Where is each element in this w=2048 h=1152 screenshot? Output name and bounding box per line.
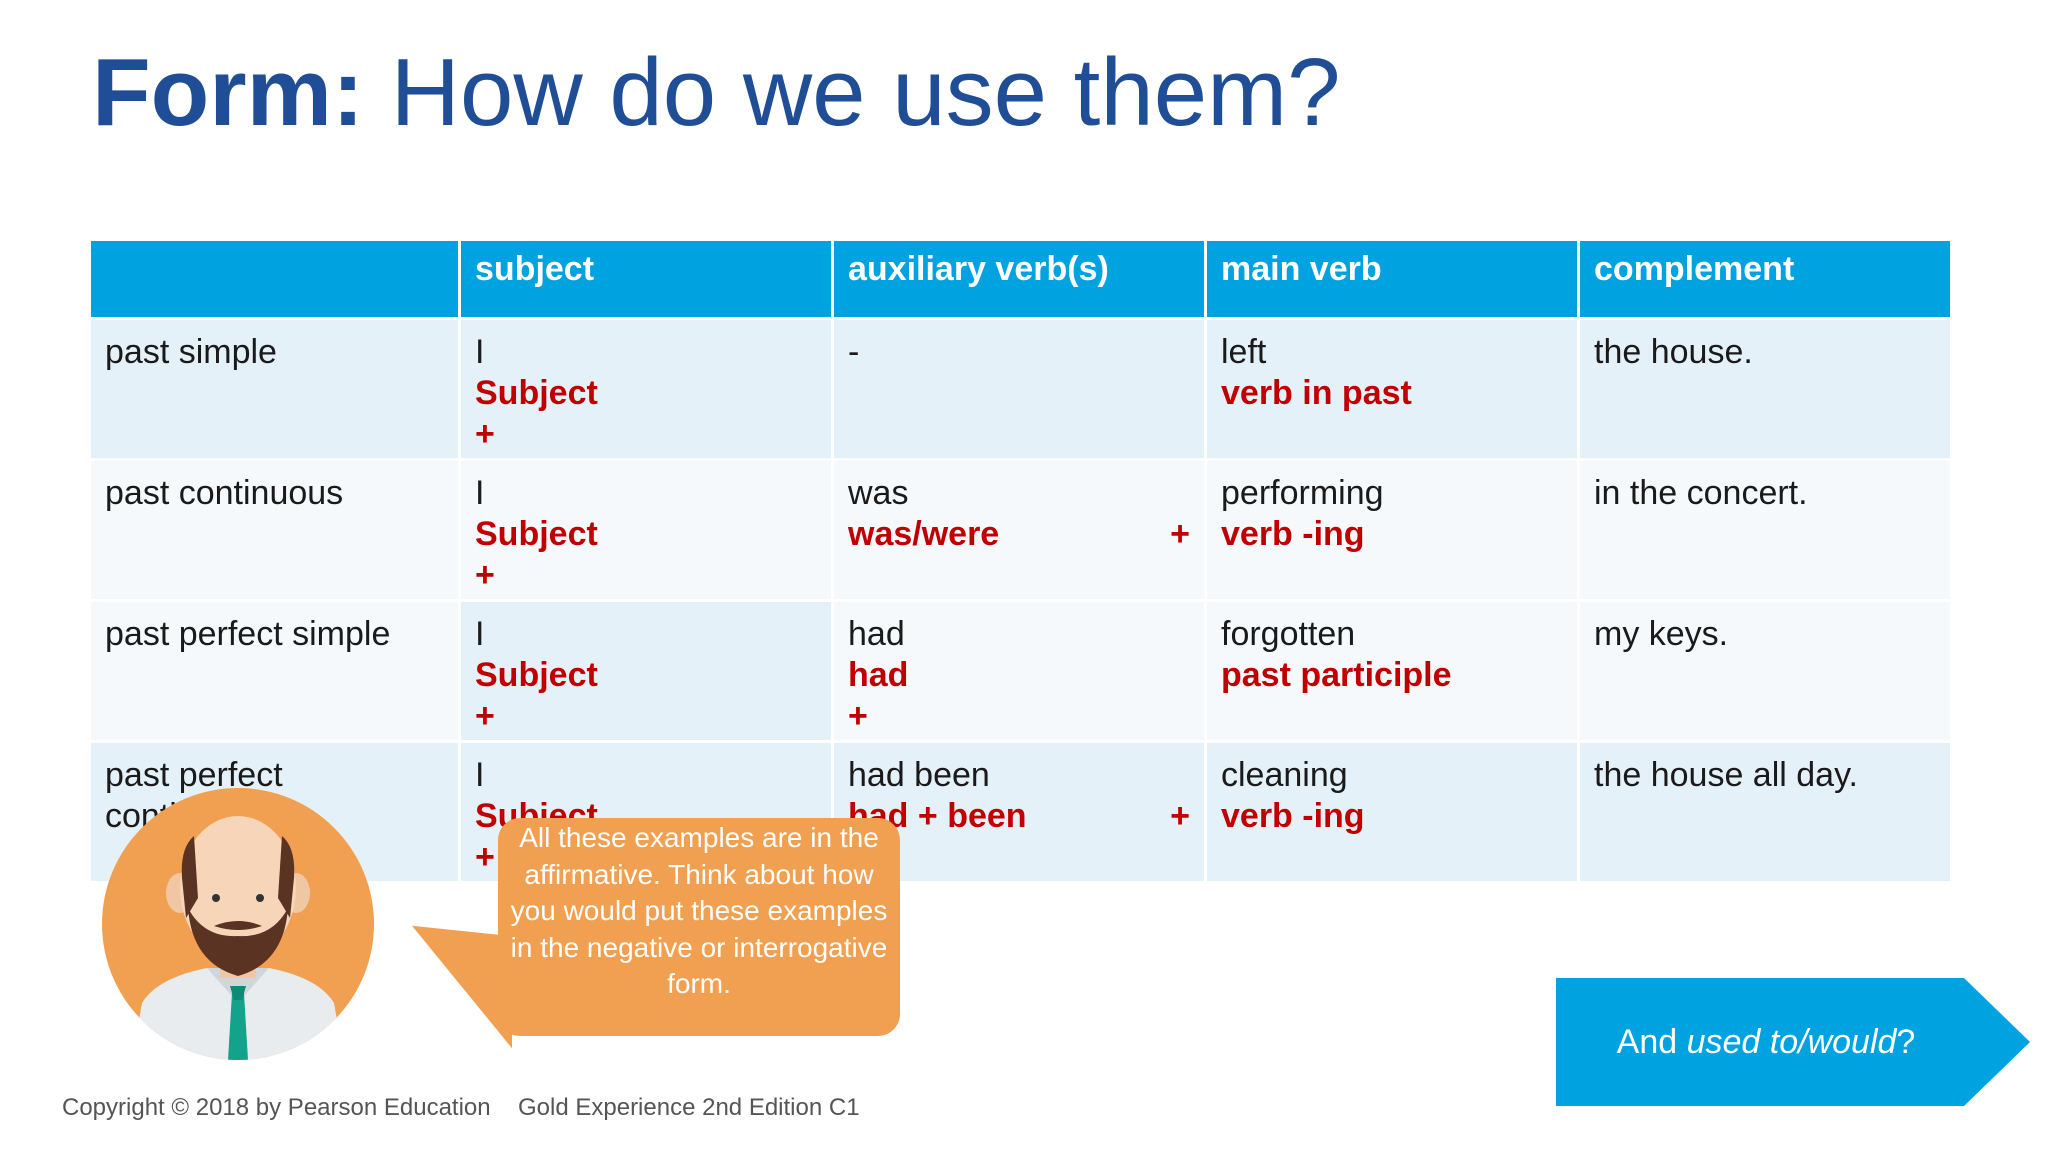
- main-example: left: [1221, 333, 1267, 371]
- aux-example: -: [848, 333, 860, 371]
- grammar-table: subject auxiliary verb(s) main verb comp…: [88, 238, 1953, 884]
- aux-pattern: had + been: [848, 797, 1027, 835]
- page-title: Form: How do we use them?: [92, 40, 1340, 146]
- subject-example: I: [475, 615, 485, 653]
- main-verb-cell: cleaning verb -ing: [1204, 740, 1580, 884]
- aux-cell: was was/were +: [831, 458, 1207, 602]
- main-verb-cell: performing verb -ing: [1204, 458, 1580, 602]
- header-subject: subject: [458, 238, 834, 320]
- plus-sign: +: [848, 697, 868, 735]
- speech-bubble: All these examples are in the affirmativ…: [498, 818, 900, 1036]
- complement-cell: my keys.: [1577, 599, 1953, 743]
- main-pattern: verb -ing: [1221, 515, 1365, 553]
- aux-example: had been: [848, 756, 990, 794]
- aux-cell: -: [831, 317, 1207, 461]
- tense-cell: past perfect simple: [88, 599, 461, 743]
- main-pattern: verb -ing: [1221, 797, 1365, 835]
- aux-example: was: [848, 474, 909, 512]
- footer-edition: Gold Experience 2nd Edition C1: [518, 1094, 860, 1121]
- subject-pattern: Subject: [475, 515, 598, 553]
- plus-sign: +: [1170, 515, 1190, 553]
- teacher-avatar-icon: [102, 788, 374, 1060]
- arrow-shape: [1556, 978, 2030, 1106]
- subject-example: I: [475, 474, 485, 512]
- subject-example: I: [475, 333, 485, 371]
- complement-cell: the house all day.: [1577, 740, 1953, 884]
- complement-cell: in the concert.: [1577, 458, 1953, 602]
- main-verb-cell: left verb in past: [1204, 317, 1580, 461]
- button-label: And used to/would?: [1556, 978, 1976, 1106]
- footer-copyright: Copyright © 2018 by Pearson Education: [62, 1094, 491, 1121]
- tense-cell: past continuous: [88, 458, 461, 602]
- subject-cell: I Subject +: [458, 599, 834, 743]
- aux-example: had: [848, 615, 905, 653]
- main-example: cleaning: [1221, 756, 1348, 794]
- main-example: performing: [1221, 474, 1384, 512]
- plus-sign: +: [475, 697, 495, 735]
- plus-sign: +: [1170, 797, 1190, 835]
- main-pattern: verb in past: [1221, 374, 1412, 412]
- button-label-italic: used to/would: [1686, 1022, 1897, 1061]
- title-bold: Form:: [92, 39, 364, 146]
- subject-pattern: Subject: [475, 374, 598, 412]
- speech-bubble-tail: [412, 903, 512, 1049]
- plus-sign: +: [475, 838, 495, 876]
- subject-cell: I Subject +: [458, 317, 834, 461]
- aux-cell: had had +: [831, 599, 1207, 743]
- main-verb-cell: forgotten past participle: [1204, 599, 1580, 743]
- aux-pattern: had: [848, 656, 909, 694]
- table-header-row: subject auxiliary verb(s) main verb comp…: [88, 238, 1953, 320]
- avatar-illustration: [132, 816, 344, 1060]
- header-aux: auxiliary verb(s): [831, 238, 1207, 320]
- header-complement: complement: [1577, 238, 1953, 320]
- plus-sign: +: [475, 556, 495, 594]
- button-label-prefix: And: [1616, 1022, 1687, 1061]
- button-label-suffix: ?: [1896, 1022, 1916, 1061]
- header-main-verb: main verb: [1204, 238, 1580, 320]
- subject-pattern: Subject: [475, 656, 598, 694]
- subject-cell: I Subject +: [458, 458, 834, 602]
- table-row: past simple I Subject + - left verb in p…: [88, 317, 1953, 461]
- table-row: past perfect continuous I Subject + had …: [88, 740, 1953, 884]
- used-to-would-button[interactable]: And used to/would?: [1556, 978, 2030, 1106]
- main-pattern: past participle: [1221, 656, 1452, 694]
- header-empty: [88, 238, 461, 320]
- plus-sign: +: [475, 415, 495, 453]
- title-rest: How do we use them?: [390, 39, 1341, 146]
- subject-example: I: [475, 756, 485, 794]
- tense-cell: past simple: [88, 317, 461, 461]
- table-row: past continuous I Subject + was was/were…: [88, 458, 1953, 602]
- table-row: past perfect simple I Subject + had had …: [88, 599, 1953, 743]
- main-example: forgotten: [1221, 615, 1356, 653]
- aux-pattern: was/were: [848, 515, 1000, 553]
- complement-cell: the house.: [1577, 317, 1953, 461]
